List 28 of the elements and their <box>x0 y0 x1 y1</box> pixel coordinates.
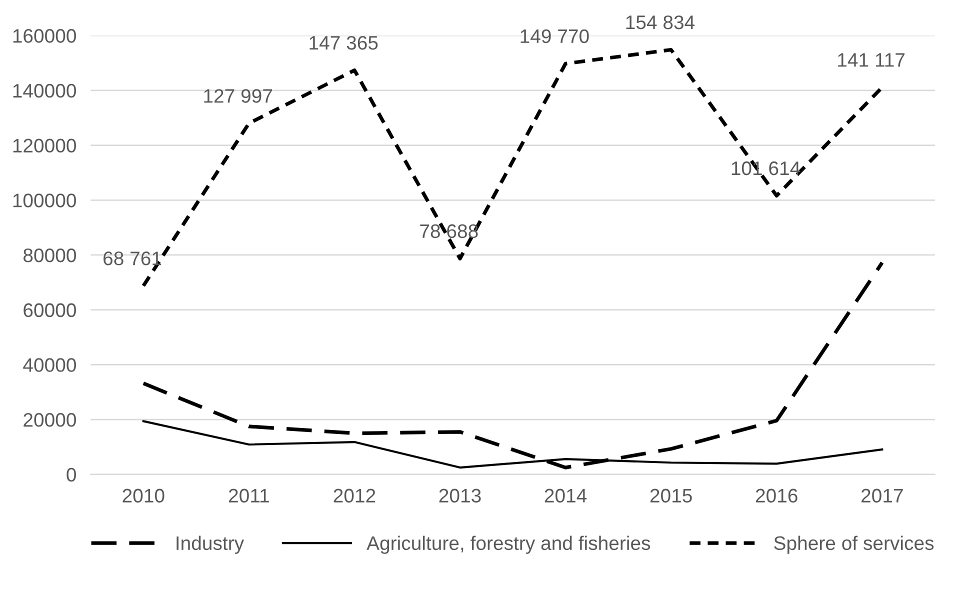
x-tick-label: 2011 <box>229 488 269 503</box>
y-tick-label: 100000 <box>13 194 76 208</box>
y-tick-label: 140000 <box>13 84 76 98</box>
y-tick-label: 0 <box>66 468 76 482</box>
data-label: 154 834 <box>626 15 695 30</box>
data-label: 68 761 <box>104 252 162 266</box>
x-tick-label: 2012 <box>334 488 376 503</box>
y-tick-label: 120000 <box>13 138 76 153</box>
legend-label: Industry <box>176 536 244 554</box>
data-label: 149 770 <box>520 29 589 44</box>
y-tick-label: 40000 <box>23 358 76 372</box>
x-tick-label: 2015 <box>650 488 692 503</box>
x-tick-label: 2013 <box>439 488 481 503</box>
legend-label: Sphere of services <box>774 536 934 554</box>
data-label: 141 117 <box>838 53 904 67</box>
x-tick-label: 2010 <box>122 488 164 503</box>
x-tick-label: 2017 <box>862 488 903 503</box>
data-label: 147 365 <box>310 36 378 50</box>
x-tick-label: 2016 <box>756 488 798 503</box>
y-tick-label: 160000 <box>13 29 76 43</box>
data-label: 78 688 <box>420 224 478 238</box>
data-label: 101 614 <box>732 161 800 176</box>
y-tick-label: 80000 <box>24 248 76 262</box>
legend-label: Agriculture, forestry and fisheries <box>366 536 650 554</box>
x-tick-label: 2014 <box>544 488 587 503</box>
y-tick-label: 20000 <box>24 413 76 427</box>
y-tick-label: 60000 <box>24 303 76 318</box>
data-label: 127 997 <box>204 89 272 103</box>
